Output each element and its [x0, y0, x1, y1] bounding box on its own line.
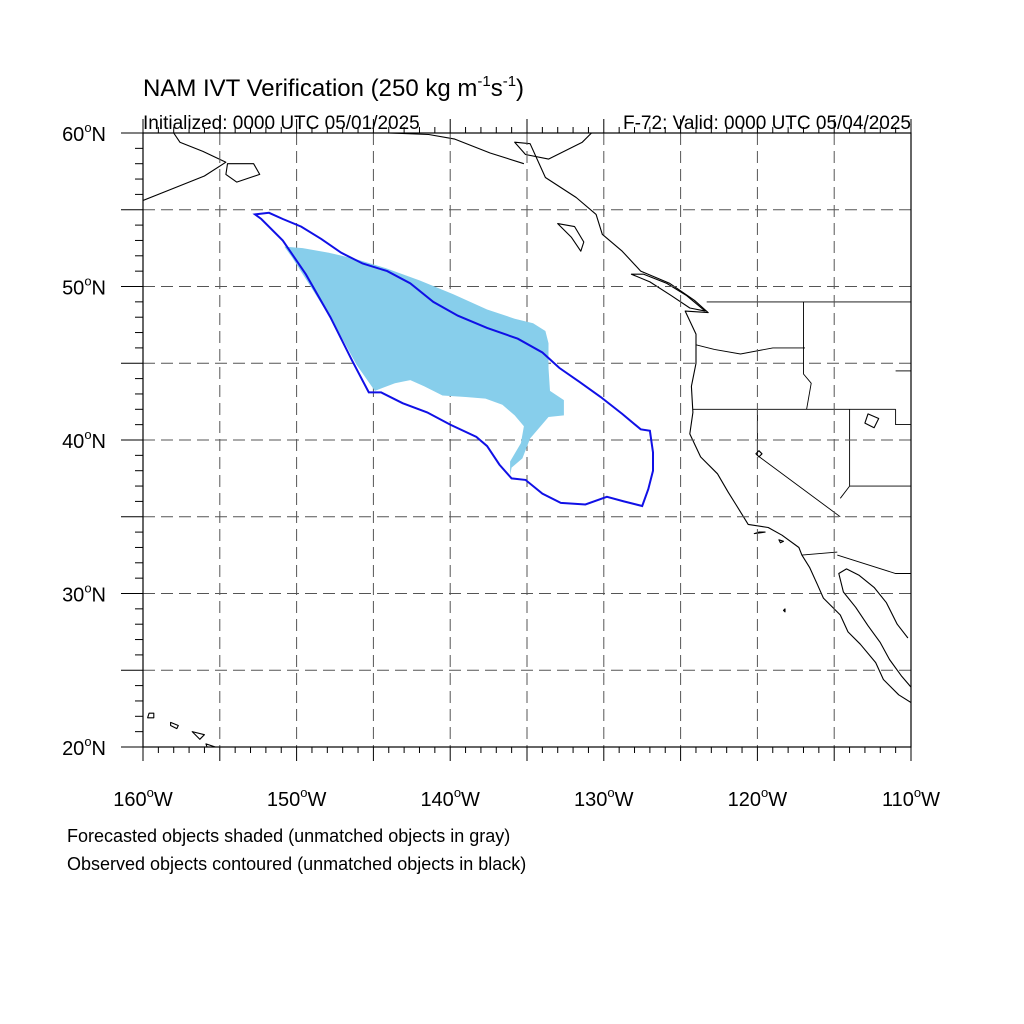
coastline-gulf-alaska — [296, 133, 525, 165]
observed-ivt-contour — [252, 211, 654, 508]
lon-tick-label: 150oW — [267, 785, 327, 811]
lon-tick-label: 140oW — [420, 785, 480, 811]
land-outlines — [143, 133, 911, 747]
state-border — [756, 409, 841, 518]
coastline-baja-east — [838, 568, 911, 688]
initialized-label: Initialized: 0000 UTC 05/01/2025 — [143, 113, 420, 134]
lake-outline — [864, 413, 880, 429]
footnote-forecast: Forecasted objects shaded (unmatched obj… — [67, 826, 510, 846]
coastline-alaska — [143, 133, 227, 202]
coastline-haida-gwaii — [557, 223, 585, 252]
lon-tick-label: 120oW — [728, 785, 788, 811]
lon-tick-label: 110oW — [882, 785, 940, 811]
coastline-vancouver-island — [630, 273, 706, 312]
state-border — [837, 554, 911, 574]
lat-tick-label: 50oN — [62, 274, 106, 300]
lon-tick-label: 130oW — [574, 785, 634, 811]
coastline-hawaii — [147, 712, 155, 719]
lat-tick-label: 40oN — [62, 427, 106, 453]
coastline-na — [514, 133, 911, 703]
lon-tick-label: 160oW — [113, 785, 173, 811]
valid-label: F-72: Valid: 0000 UTC 05/04/2025 — [623, 113, 911, 134]
island-outline — [753, 531, 766, 535]
coastline-kodiak — [225, 163, 261, 183]
island-outline — [778, 539, 785, 544]
coastline-hawaii-2 — [170, 721, 179, 730]
lat-tick-label: 30oN — [62, 581, 106, 607]
axis-ticks: 160oW 150oW 140oW 130oW 120oW 110oW 60oN 50oN 40… — [62, 119, 940, 811]
coastline-hawaii-3 — [191, 731, 205, 740]
lat-tick-label: 20oN — [62, 734, 106, 760]
island-outline — [782, 608, 786, 613]
forecast-ivt-object — [284, 246, 564, 476]
lat-tick-label: 60oN — [62, 120, 106, 146]
coastline-hawaii-4 — [205, 743, 218, 747]
state-border — [801, 551, 838, 556]
state-border — [695, 344, 805, 355]
plot-area — [143, 133, 911, 747]
state-border — [895, 409, 911, 426]
state-border — [803, 301, 812, 410]
plot-title: NAM IVT Verification (250 kg m-1s-1) — [143, 73, 524, 102]
state-border — [839, 409, 851, 499]
lake-outline — [755, 450, 763, 458]
footnote-observed: Observed objects contoured (unmatched ob… — [67, 854, 526, 874]
